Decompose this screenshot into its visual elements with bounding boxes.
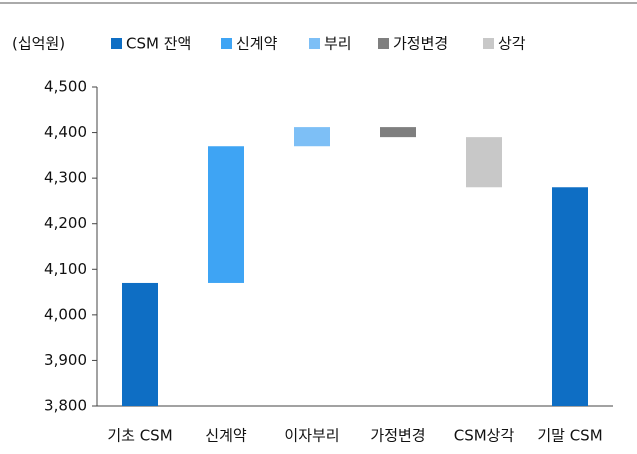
- x-tick-label: 가정변경: [370, 427, 425, 445]
- y-tick-label: 4,400: [44, 123, 87, 141]
- x-tick-label: 신계약: [205, 427, 247, 445]
- y-tick-label: 4,300: [44, 169, 87, 187]
- bar: [552, 187, 588, 406]
- y-tick-label: 3,900: [44, 351, 87, 369]
- legend-label: 신계약: [236, 35, 278, 53]
- y-tick-label: 4,200: [44, 214, 87, 232]
- bar: [208, 146, 244, 283]
- bar: [122, 282, 158, 406]
- legend-label: 상각: [498, 35, 526, 53]
- x-tick-label: 이자부리: [284, 427, 339, 445]
- legend-swatch: [378, 38, 389, 49]
- legend-label: 가정변경: [393, 35, 448, 53]
- x-tick-label: 기초 CSM: [107, 427, 172, 445]
- y-tick-label: 4,500: [44, 78, 87, 96]
- legend-swatch: [309, 38, 320, 49]
- y-axis-label: (십억원): [12, 35, 65, 53]
- legend-swatch: [483, 38, 494, 49]
- legend-label: 부리: [324, 35, 352, 53]
- y-tick-label: 4,000: [44, 305, 87, 323]
- bar: [380, 127, 416, 138]
- legend-swatch: [221, 38, 232, 49]
- x-tick-label: 기말 CSM: [537, 427, 602, 445]
- bar: [466, 137, 502, 188]
- y-tick-label: 4,100: [44, 260, 87, 278]
- y-tick-label: 3,800: [44, 397, 87, 415]
- legend-swatch: [111, 38, 122, 49]
- x-tick-label: CSM상각: [454, 427, 515, 445]
- bar: [294, 127, 330, 147]
- legend-label: CSM 잔액: [126, 35, 191, 53]
